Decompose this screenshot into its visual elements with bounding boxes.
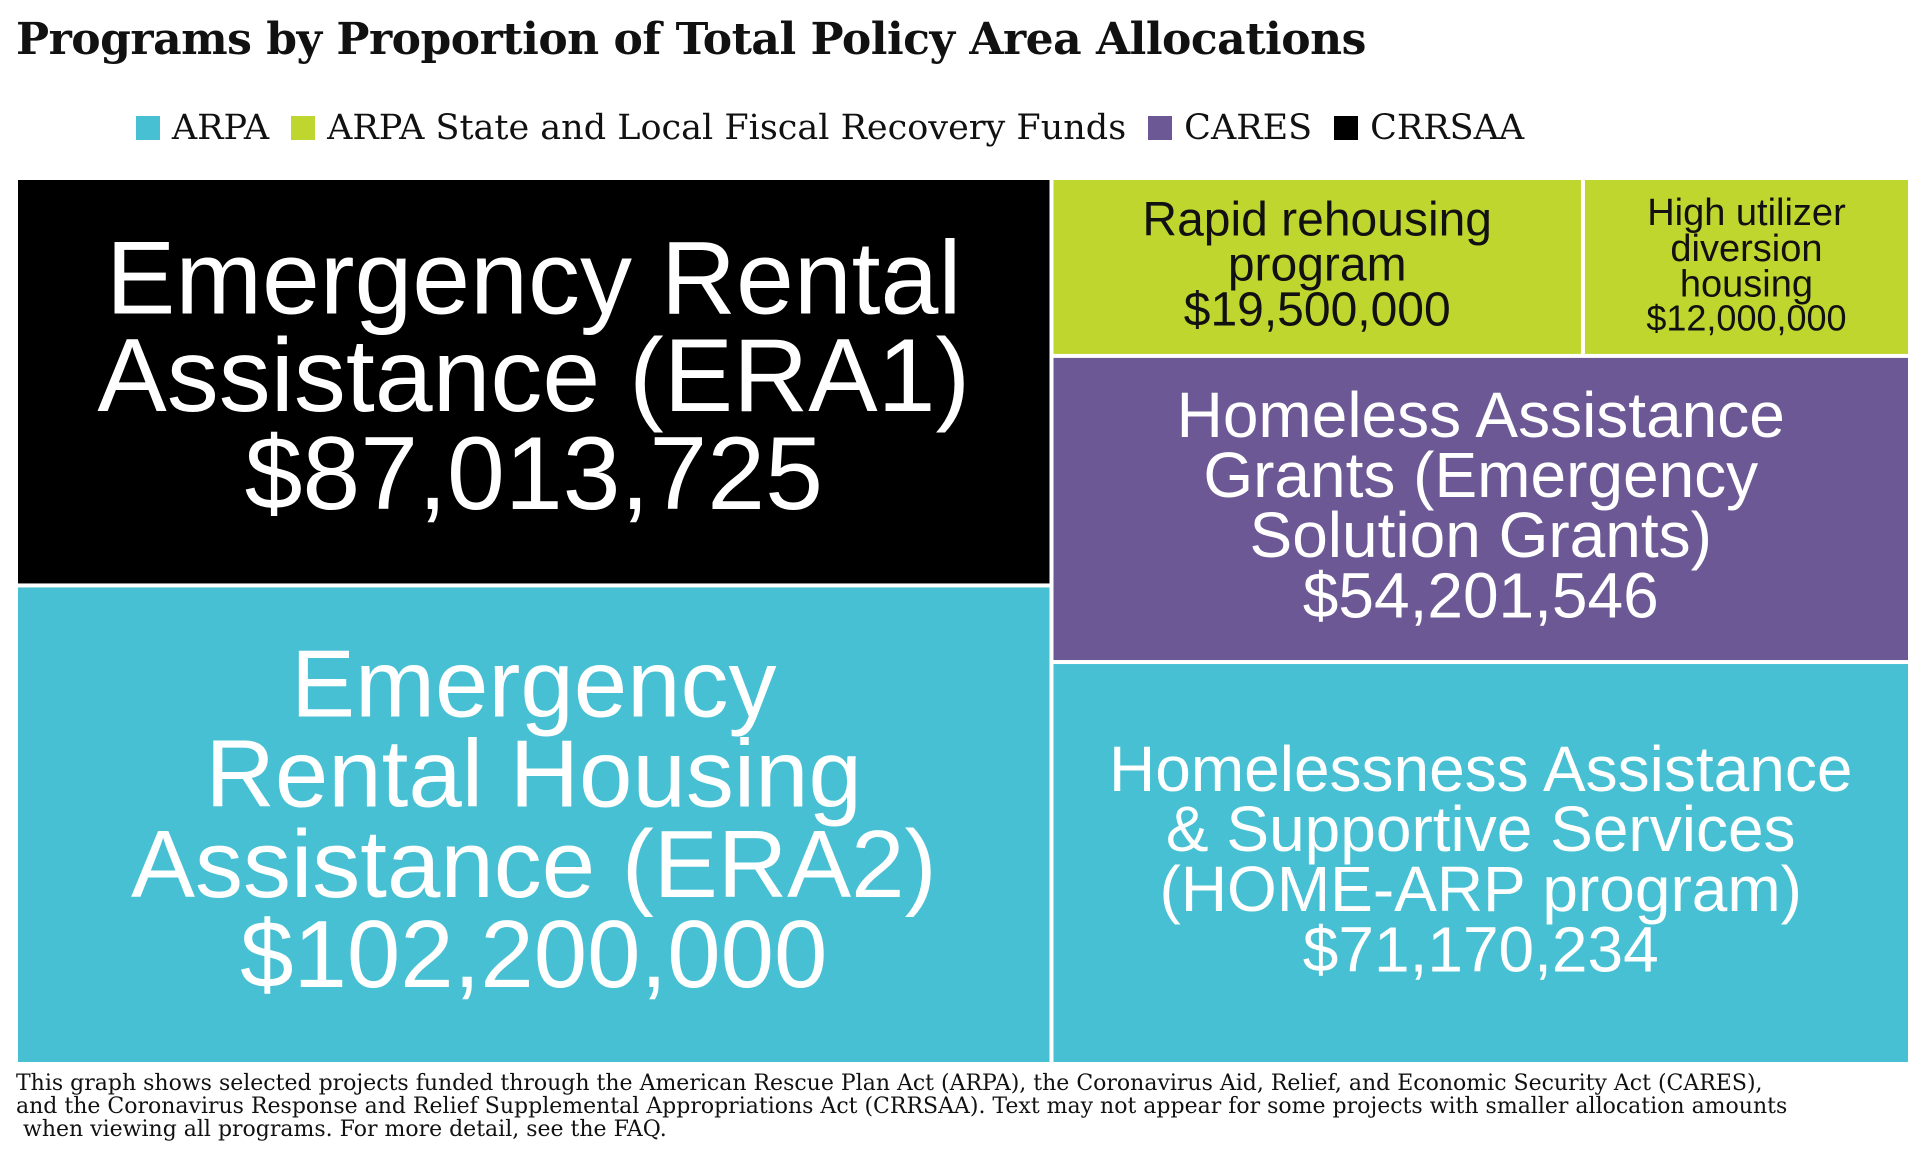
treemap-rect-homeless-assistance-grants-emergency-solution-grants[interactable] bbox=[1053, 357, 1908, 661]
footnote-line: This graph shows selected projects funde… bbox=[16, 1071, 1763, 1096]
footnote-line: when viewing all programs. For more deta… bbox=[16, 1117, 667, 1142]
treemap-rect-homelessness-assistance-supportive-services-home-arp-program[interactable] bbox=[1053, 664, 1908, 1062]
legend-label-cares: CARES bbox=[1184, 108, 1313, 148]
treemap-name-label: (HOME-ARP program) bbox=[1160, 853, 1802, 925]
treemap-name-label: Emergency bbox=[291, 630, 777, 737]
treemap-name-label: Solution Grants) bbox=[1250, 499, 1712, 571]
legend-swatch-cares bbox=[1148, 116, 1173, 140]
treemap-name-label: program bbox=[1228, 238, 1407, 291]
treemap-name-label: Assistance (ERA1) bbox=[97, 318, 970, 434]
legend-item-arpa-slfrf[interactable]: ARPA State and Local Fiscal Recovery Fun… bbox=[291, 108, 1126, 148]
legend-item-crrsaa[interactable]: CRRSAA bbox=[1334, 108, 1524, 148]
treemap-name-label: diversion bbox=[1670, 228, 1822, 270]
legend-label-crrsaa: CRRSAA bbox=[1370, 108, 1525, 148]
footnote-line: and the Coronavirus Response and Relief … bbox=[16, 1094, 1788, 1119]
treemap-value-label: $19,500,000 bbox=[1184, 284, 1451, 337]
treemap-value-label: $87,013,725 bbox=[245, 416, 823, 532]
treemap-tile-homelessness-assistance-supportive-services-home-arp-program[interactable]: Homelessness Assistance& Supportive Serv… bbox=[1053, 664, 1908, 1062]
treemap-name-label: Assistance (ERA2) bbox=[131, 811, 937, 918]
legend-item-cares[interactable]: CARES bbox=[1148, 108, 1312, 148]
treemap-rect-emergency-rental-housing-assistance-era2[interactable] bbox=[18, 587, 1050, 1062]
footnote: This graph shows selected projects funde… bbox=[16, 1072, 1896, 1141]
legend-swatch-crrsaa bbox=[1334, 116, 1359, 140]
legend-swatch-arpa bbox=[135, 116, 160, 140]
legend: ARPA ARPA State and Local Fiscal Recover… bbox=[0, 104, 1790, 152]
treemap-value-label: $54,201,546 bbox=[1303, 559, 1659, 631]
treemap-name-label: Grants (Emergency bbox=[1203, 439, 1758, 511]
treemap-name-label: High utilizer bbox=[1647, 192, 1846, 234]
legend-label-arpa-slfrf: ARPA State and Local Fiscal Recovery Fun… bbox=[327, 108, 1127, 148]
treemap-name-label: Rental Housing bbox=[206, 721, 862, 828]
treemap-name-label: Homeless Assistance bbox=[1177, 379, 1785, 451]
treemap-name-label: & Supportive Services bbox=[1166, 793, 1796, 865]
treemap-name-label: Homelessness Assistance bbox=[1109, 733, 1852, 805]
legend-label-arpa: ARPA bbox=[171, 108, 270, 148]
treemap-rect-rapid-rehousing-program[interactable] bbox=[1053, 180, 1581, 354]
treemap-value-label: $102,200,000 bbox=[240, 901, 827, 1008]
legend-swatch-arpa-slfrf bbox=[291, 116, 316, 140]
chart-title: Programs by Proportion of Total Policy A… bbox=[16, 14, 1366, 65]
treemap-name-label: housing bbox=[1680, 263, 1813, 305]
treemap-name-label: Rapid rehousing bbox=[1142, 193, 1492, 246]
treemap-rect-high-utilizer-diversion-housing[interactable] bbox=[1584, 180, 1908, 354]
legend-item-arpa[interactable]: ARPA bbox=[135, 108, 270, 148]
treemap-value-label: $12,000,000 bbox=[1646, 298, 1846, 339]
treemap-value-label: $71,170,234 bbox=[1303, 913, 1659, 985]
treemap-name-label: Emergency Rental bbox=[106, 220, 962, 336]
treemap-rect-emergency-rental-assistance-era1[interactable] bbox=[18, 180, 1050, 584]
